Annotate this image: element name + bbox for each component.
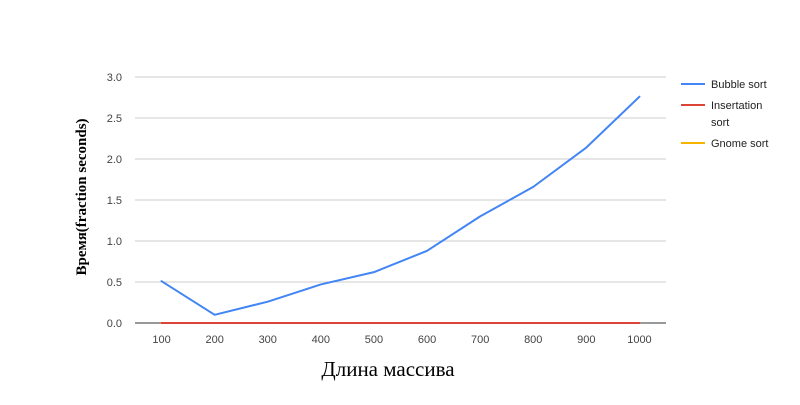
y-axis-title: Время(fraction seconds) [74,118,90,275]
x-tick-label: 900 [577,334,595,346]
legend: Bubble sort Insertation sort Gnome sort [681,79,768,150]
series-line-bubble-sort [160,95,641,316]
y-tick-label: 0.5 [107,277,122,289]
x-tick-label: 600 [418,334,436,346]
series-lines [160,95,641,324]
x-axis-title: Длина массива [321,357,455,381]
y-tick-label: 2.5 [107,113,122,125]
legend-label: sort [711,117,729,129]
grid-lines [135,76,666,283]
y-tick-label: 2.0 [107,154,122,166]
axes: 0.0 0.5 1.0 1.5 2.0 2.5 3.0 100 200 300 400 500 600 7… [107,72,666,346]
legend-item-insertation-sort: Insertation sort [681,100,762,129]
x-tick-label: 800 [524,334,542,346]
legend-item-bubble-sort: Bubble sort [681,79,767,91]
y-tick-label: 1.0 [107,236,122,248]
legend-label: Bubble sort [711,79,767,91]
legend-label: Insertation [711,100,762,112]
y-tick-label: 1.5 [107,195,122,207]
y-tick-label: 3.0 [107,72,122,84]
x-tick-label: 300 [259,334,277,346]
legend-item-gnome-sort: Gnome sort [681,138,768,150]
x-tick-label: 700 [471,334,489,346]
x-tick-label: 200 [205,334,223,346]
x-tick-label: 400 [312,334,330,346]
y-tick-label: 0.0 [107,318,122,330]
x-tick-label: 100 [152,334,170,346]
x-tick-label: 1000 [627,334,651,346]
x-tick-label: 500 [365,334,383,346]
legend-label: Gnome sort [711,138,768,150]
